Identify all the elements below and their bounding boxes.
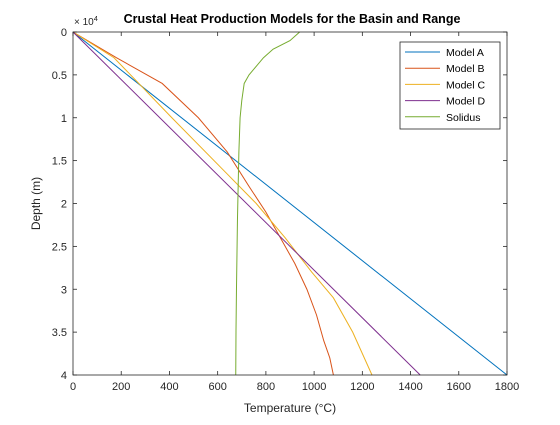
legend-entry-solidus: Solidus <box>446 112 480 124</box>
y-axis-exponent: × 104 <box>74 14 98 28</box>
legend-entry-model-c: Model C <box>446 79 486 91</box>
chart-title: Crustal Heat Production Models for the B… <box>124 12 461 26</box>
y-tick-label: 4 <box>61 370 67 382</box>
legend-entry-model-b: Model B <box>446 63 485 75</box>
x-tick-label: 1000 <box>302 381 326 393</box>
x-tick-label: 1200 <box>350 381 374 393</box>
y-tick-label: 1 <box>61 113 67 125</box>
x-tick-label: 1800 <box>495 381 519 393</box>
x-tick-label: 600 <box>208 381 226 393</box>
x-tick-label: 800 <box>257 381 275 393</box>
y-axis-label: Depth (m) <box>29 177 43 230</box>
legend: Model A Model B Model C Model D Solidus <box>399 41 501 130</box>
y-axis-exponent-base: × 10 <box>74 17 94 28</box>
x-tick-label: 1400 <box>398 381 422 393</box>
y-tick-label: 0.5 <box>52 70 67 82</box>
series-line-model-b <box>72 31 334 376</box>
y-axis-exponent-power: 4 <box>94 14 98 23</box>
axes-layer: 0 200 400 600 800 1000 1200 1400 1600 1800 0 0.5 1 1.… <box>52 27 520 393</box>
x-tick-label: 0 <box>70 381 76 393</box>
y-tick-label: 2.5 <box>52 241 67 253</box>
y-tick-label: 3.5 <box>52 327 67 339</box>
series-line-model-c <box>72 31 373 376</box>
legend-entry-model-d: Model D <box>446 96 486 108</box>
series-line-solidus <box>235 31 300 376</box>
y-tick-label: 0 <box>61 27 67 39</box>
x-tick-label: 400 <box>160 381 178 393</box>
x-tick-label: 1600 <box>447 381 471 393</box>
x-tick-label: 200 <box>112 381 130 393</box>
series-line-model-d <box>72 31 421 376</box>
legend-box <box>399 41 501 130</box>
series-layer <box>72 31 508 376</box>
x-axis-label: Temperature (°C) <box>244 401 336 415</box>
legend-entry-model-a: Model A <box>446 47 484 59</box>
y-tick-label: 1.5 <box>52 156 67 168</box>
series-line-model-a <box>72 31 508 376</box>
y-tick-label: 2 <box>61 199 67 211</box>
y-tick-label: 3 <box>61 284 67 296</box>
